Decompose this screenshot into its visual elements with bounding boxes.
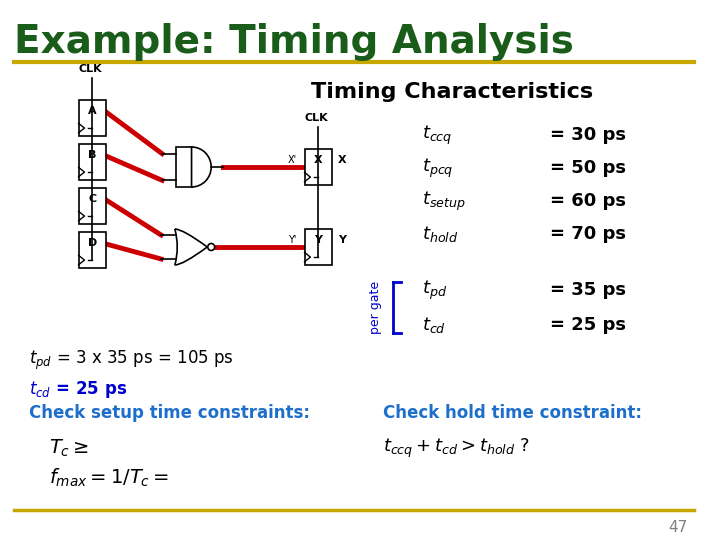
Text: Timing Characteristics: Timing Characteristics xyxy=(311,82,593,102)
Text: Example: Timing Analysis: Example: Timing Analysis xyxy=(14,23,574,61)
Text: = 35 ps: = 35 ps xyxy=(550,281,626,299)
Text: X: X xyxy=(314,155,323,165)
Text: $t_{ccq} + t_{cd} > t_{hold}\ ?$: $t_{ccq} + t_{cd} > t_{hold}\ ?$ xyxy=(383,436,530,460)
Text: = 30 ps: = 30 ps xyxy=(550,126,626,144)
Text: $T_c \geq$: $T_c \geq$ xyxy=(49,437,89,458)
Circle shape xyxy=(208,244,215,251)
Text: Check setup time constraints:: Check setup time constraints: xyxy=(30,404,310,422)
Text: $\mathit{t_{pd}}$: $\mathit{t_{pd}}$ xyxy=(423,279,448,302)
Text: 47: 47 xyxy=(668,521,688,536)
Bar xyxy=(176,147,192,187)
Text: $t_{pd}$ = 3 x 35 ps = 105 ps: $t_{pd}$ = 3 x 35 ps = 105 ps xyxy=(30,348,234,372)
Bar xyxy=(78,100,106,136)
Text: CLK: CLK xyxy=(78,64,102,74)
Text: Y: Y xyxy=(338,235,346,245)
Text: = 25 ps: = 25 ps xyxy=(550,316,626,334)
Text: $\mathit{t_{setup}}$: $\mathit{t_{setup}}$ xyxy=(423,190,466,213)
Text: per gate: per gate xyxy=(369,281,382,334)
Text: X: X xyxy=(338,155,346,165)
Wedge shape xyxy=(192,147,211,187)
Text: B: B xyxy=(88,150,96,160)
Text: $f_{max} = 1/T_c =$: $f_{max} = 1/T_c =$ xyxy=(49,467,169,489)
Bar xyxy=(305,149,332,185)
Text: $\mathit{t_{hold}}$: $\mathit{t_{hold}}$ xyxy=(423,224,459,244)
Text: Y': Y' xyxy=(288,235,297,245)
Text: = 70 ps: = 70 ps xyxy=(550,225,626,243)
Text: Check hold time constraint:: Check hold time constraint: xyxy=(383,404,642,422)
Text: $\mathit{t_{ccq}}$: $\mathit{t_{ccq}}$ xyxy=(423,124,453,146)
Text: D: D xyxy=(88,238,97,248)
Text: $\mathit{t_{pcq}}$: $\mathit{t_{pcq}}$ xyxy=(423,157,454,180)
Text: = 50 ps: = 50 ps xyxy=(550,159,626,177)
Bar xyxy=(78,188,106,224)
Bar xyxy=(78,232,106,268)
Bar xyxy=(305,229,332,265)
Text: Y: Y xyxy=(314,235,323,245)
Text: CLK: CLK xyxy=(305,113,328,123)
Text: = 60 ps: = 60 ps xyxy=(550,192,626,210)
Text: $t_{cd}$ = 25 ps: $t_{cd}$ = 25 ps xyxy=(30,380,127,401)
Text: C: C xyxy=(89,194,96,204)
Text: A: A xyxy=(88,106,96,116)
Text: X': X' xyxy=(287,155,297,165)
PathPatch shape xyxy=(175,229,207,265)
Bar xyxy=(78,144,106,180)
Text: $\mathit{t_{cd}}$: $\mathit{t_{cd}}$ xyxy=(423,315,446,335)
